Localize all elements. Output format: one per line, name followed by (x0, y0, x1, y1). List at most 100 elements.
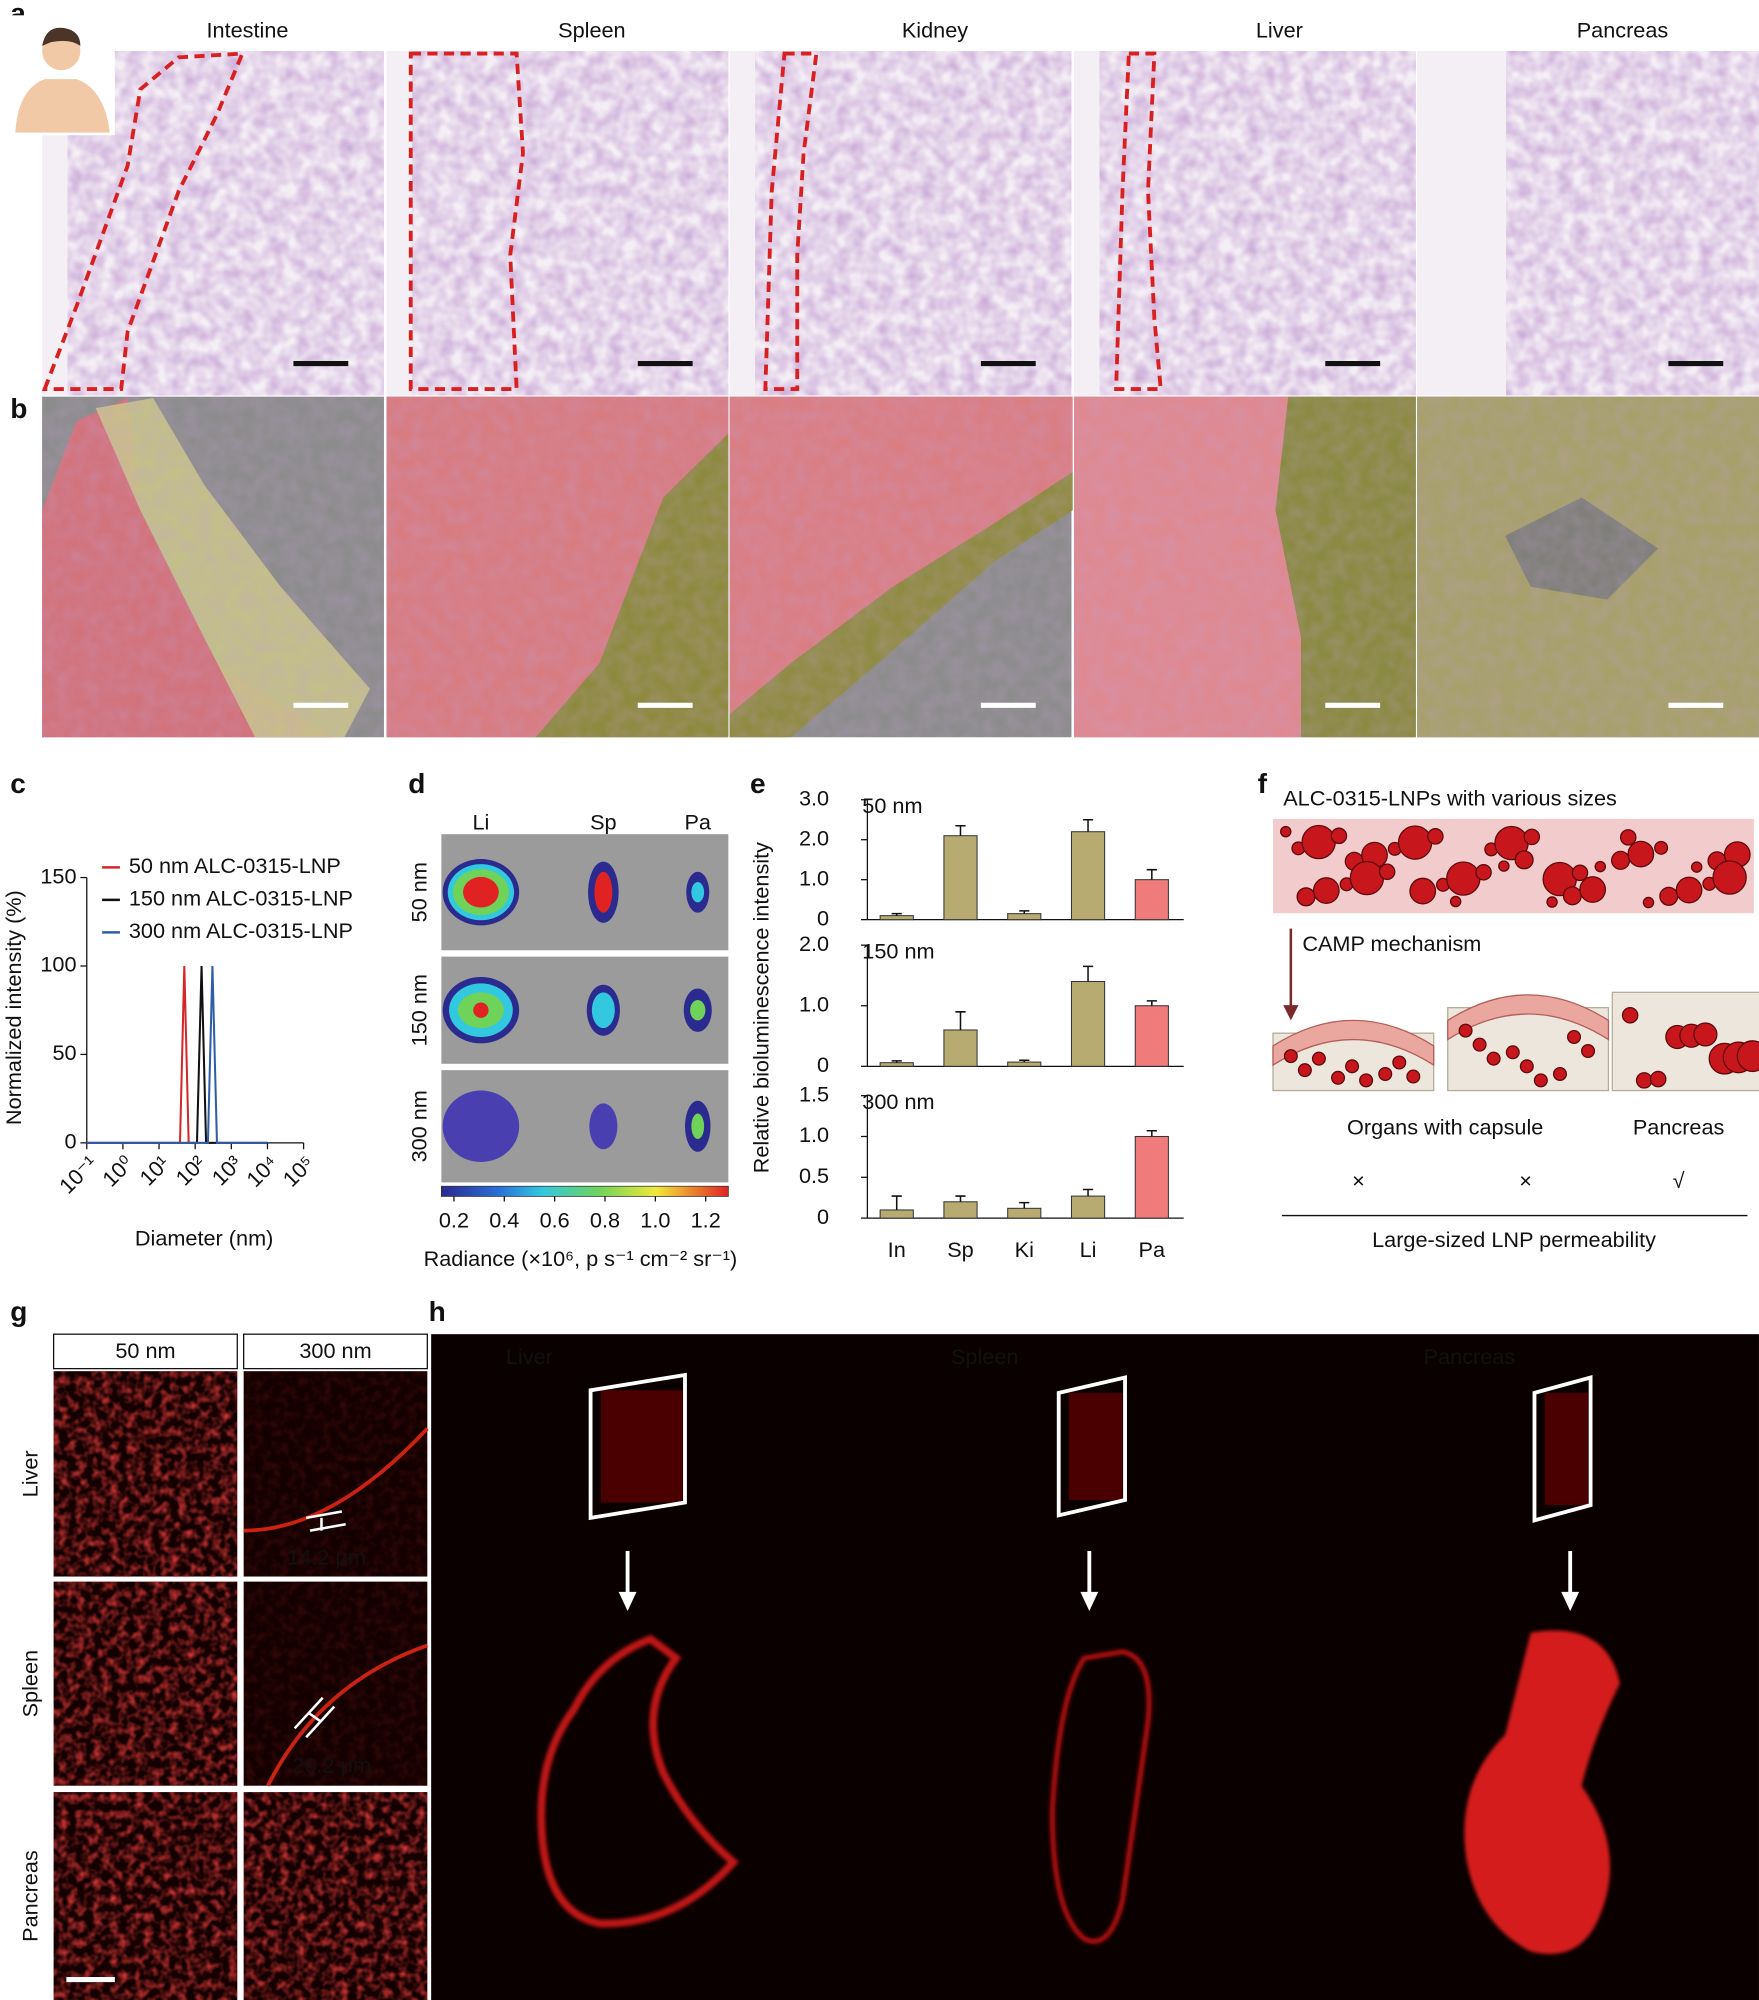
lnp-particle (1331, 1070, 1346, 1085)
lnp-particle (1498, 860, 1510, 872)
lnp-particle (1594, 860, 1607, 873)
x-tick-label: Ki (1015, 1237, 1034, 1262)
error-bar (1146, 868, 1157, 880)
lnp-particle (1693, 1022, 1718, 1047)
lnp-particle (1378, 863, 1396, 881)
organ-label: Intestine (207, 18, 289, 43)
bar (1070, 980, 1106, 1067)
y-tick-label: 100 (40, 952, 76, 977)
y-tick-label: 2.0 (799, 931, 829, 956)
column-header-label: 50 nm (115, 1338, 175, 1363)
x-tick-label: 10⁻¹ (54, 1151, 102, 1199)
lnp-particle (1642, 896, 1655, 909)
sem-texture (1417, 396, 1759, 738)
organ-label: Pancreas (1577, 18, 1669, 43)
organ-label: Liver (506, 1344, 553, 1369)
x-tick-label: Sp (947, 1237, 974, 1262)
organ-slice (1464, 1630, 1620, 1955)
bar (1007, 1061, 1042, 1067)
panel-letter: h (429, 1296, 446, 1327)
row-label: 150 nm (407, 974, 432, 1046)
lnp-particle (1649, 1070, 1667, 1088)
row-label: Liver (18, 1450, 43, 1497)
lnp-particle (1312, 877, 1340, 904)
capsule-outline (408, 51, 525, 391)
lnp-particle (1546, 896, 1558, 908)
lnp-particle (1378, 1066, 1393, 1081)
legend-label: 300 nm ALC-0315-LNP (129, 918, 353, 943)
sem-texture (1074, 396, 1416, 738)
lnp-particle (1562, 886, 1582, 906)
bar (943, 1029, 978, 1067)
error-bar (891, 1060, 902, 1063)
capsule-outline (1114, 51, 1163, 391)
lnp-particle (1475, 864, 1492, 881)
lnp-particle (1523, 828, 1541, 846)
permeability-mark: √ (1673, 1168, 1685, 1193)
lnp-particle (1579, 876, 1607, 903)
bar (1007, 913, 1042, 921)
lnp-particle (1392, 1055, 1407, 1070)
colorbar-tick-label: 0.4 (489, 1208, 519, 1233)
y-tick-label: 50 (52, 1040, 76, 1065)
y-tick-label: 2.0 (799, 825, 829, 850)
y-tick-label: 3.0 (799, 785, 829, 810)
bar (943, 835, 978, 921)
lnp-particle (1611, 850, 1631, 870)
sem-texture (386, 396, 729, 738)
x-tick-label: 10³ (207, 1151, 247, 1191)
lnp-particle (1359, 1073, 1374, 1088)
organ-label: Liver (1256, 18, 1303, 43)
error-bar (1146, 1130, 1157, 1137)
x-tick-label: 10¹ (134, 1151, 174, 1191)
error-bar (1082, 965, 1094, 982)
histology-texture (412, 51, 729, 396)
bar (879, 915, 914, 921)
footer-label: Large-sized LNP permeability (1372, 1227, 1656, 1252)
lnp-particle (1690, 861, 1703, 873)
bar (1007, 1207, 1042, 1219)
arrow-head (1283, 1005, 1299, 1021)
capsule (1272, 1019, 1435, 1067)
organ-label: Kidney (902, 18, 968, 43)
lnp-particle (1330, 827, 1348, 845)
schematic-title: ALC-0315-LNPs with various sizes (1283, 785, 1617, 810)
series-line (86, 965, 268, 1144)
lnp-particle (1654, 840, 1669, 855)
column-label: Li (472, 810, 489, 835)
x-axis-label: Diameter (nm) (135, 1226, 273, 1251)
y-tick-label: 1.0 (799, 991, 829, 1016)
lnp-particle (1675, 876, 1703, 904)
frame-fill (1544, 1392, 1589, 1506)
lnp-particle (1712, 860, 1747, 895)
subplot-title: 50 nm (862, 793, 922, 818)
lnp-particle (1621, 1007, 1639, 1024)
lnp-particle (1280, 825, 1292, 838)
lnp-particle (1581, 1044, 1596, 1059)
panel-letter: c (10, 768, 26, 799)
panel-letter: b (10, 393, 27, 424)
legend-label: 150 nm ALC-0315-LNP (129, 886, 353, 911)
permeability-mark: × (1352, 1168, 1365, 1193)
panel-letter: e (750, 768, 766, 799)
arrow-head (1561, 1591, 1580, 1611)
row-label: 300 nm (407, 1090, 432, 1162)
lnp-particle (1659, 886, 1679, 906)
column-label: Sp (590, 810, 617, 835)
signal-blob (690, 1000, 706, 1021)
histology-texture (1506, 51, 1759, 396)
measurement: 14.2 μm (287, 1544, 366, 1569)
error-bar (1082, 818, 1094, 832)
lnp-particle (1736, 1040, 1759, 1073)
error-bar (891, 1195, 902, 1210)
capsule (1447, 994, 1610, 1041)
lnp-particle (1567, 1029, 1582, 1045)
lnp-particle (1514, 850, 1534, 870)
y-tick-label: 0 (817, 905, 829, 930)
bar (943, 1201, 978, 1219)
y-tick-label: 0 (65, 1129, 77, 1154)
x-tick-label: 10⁵ (278, 1151, 319, 1192)
column-header (52, 1333, 238, 1370)
